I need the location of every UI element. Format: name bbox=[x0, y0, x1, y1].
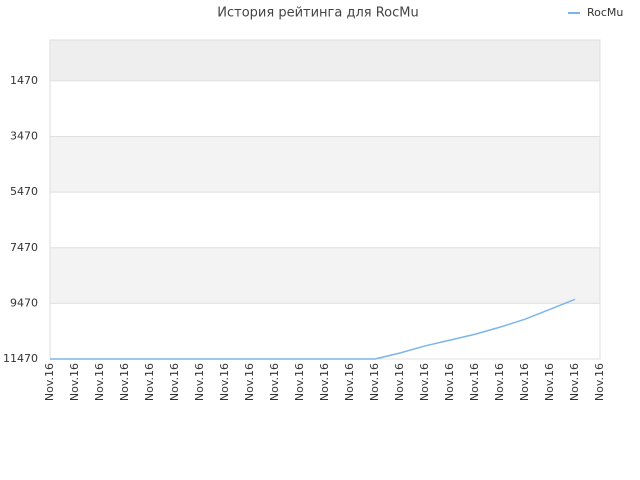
y-tick-label: 3470 bbox=[10, 130, 38, 143]
x-tick-label: Nov.16 bbox=[193, 363, 206, 401]
x-tick-label: Nov.16 bbox=[143, 363, 156, 401]
series-line bbox=[50, 298, 576, 360]
x-tick-label: Nov.16 bbox=[368, 363, 381, 401]
x-tick-label: Nov.16 bbox=[568, 363, 581, 401]
x-tick-label: Nov.16 bbox=[243, 363, 256, 401]
x-tick-label: Nov.16 bbox=[493, 363, 506, 401]
x-tick-label: Nov.16 bbox=[293, 363, 306, 401]
y-tick-label: 7470 bbox=[10, 241, 38, 254]
plot-band bbox=[50, 80, 600, 137]
x-tick-label: Nov.16 bbox=[518, 363, 531, 401]
x-tick-label: Nov.16 bbox=[593, 363, 606, 401]
y-tick-label: 5470 bbox=[10, 185, 38, 198]
x-tick-label: Nov.16 bbox=[218, 363, 231, 401]
x-tick-label: Nov.16 bbox=[468, 363, 481, 401]
x-tick-label: Nov.16 bbox=[418, 363, 431, 401]
y-tick-label: 11470 bbox=[3, 352, 38, 365]
x-tick-label: Nov.16 bbox=[543, 363, 556, 401]
chart-title: История рейтинга для RocMu bbox=[217, 6, 418, 21]
y-tick-label: 9470 bbox=[10, 296, 38, 309]
x-tick-label: Nov.16 bbox=[43, 363, 56, 401]
x-tick-label: Nov.16 bbox=[268, 363, 281, 401]
legend-label: RocMu bbox=[587, 6, 623, 19]
x-tick-label: Nov.16 bbox=[168, 363, 181, 401]
y-tick-label: 1470 bbox=[10, 74, 38, 87]
x-tick-label: Nov.16 bbox=[318, 363, 331, 401]
x-tick-label: Nov.16 bbox=[393, 363, 406, 401]
plot-band bbox=[50, 136, 600, 193]
plot-band bbox=[50, 40, 600, 81]
plot-band bbox=[50, 247, 600, 304]
plot-band bbox=[50, 192, 600, 248]
x-tick-label: Nov.16 bbox=[93, 363, 106, 401]
x-tick-label: Nov.16 bbox=[68, 363, 81, 401]
x-tick-label: Nov.16 bbox=[118, 363, 131, 401]
plot-band bbox=[50, 303, 600, 359]
x-tick-label: Nov.16 bbox=[443, 363, 456, 401]
x-tick-label: Nov.16 bbox=[343, 363, 356, 401]
